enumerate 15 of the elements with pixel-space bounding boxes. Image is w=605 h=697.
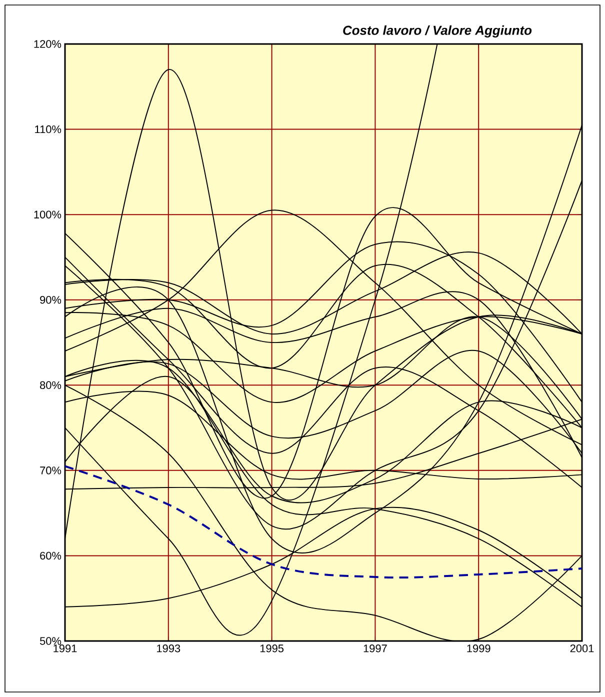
y-tick-label: 50% <box>40 637 62 645</box>
x-tick-label: 1997 <box>364 644 387 652</box>
x-tick-label: 1995 <box>260 644 284 652</box>
y-tick-label: 60% <box>40 552 62 560</box>
y-tick-label: 110% <box>35 125 62 134</box>
y-tick-label: 120% <box>34 40 62 48</box>
y-tick-label: 90% <box>40 296 62 304</box>
y-tick-label: 70% <box>40 466 62 474</box>
y-tick-label: 80% <box>40 381 62 390</box>
x-tick-label: 2001 <box>570 644 594 652</box>
y-tick-label: 100% <box>34 210 62 218</box>
x-tick-label: 1999 <box>467 644 490 652</box>
x-tick-label: 1993 <box>157 644 180 652</box>
chart-title: Costo lavoro / Valore Aggiunto <box>343 25 532 38</box>
x-tick-label: 1991 <box>54 644 77 652</box>
